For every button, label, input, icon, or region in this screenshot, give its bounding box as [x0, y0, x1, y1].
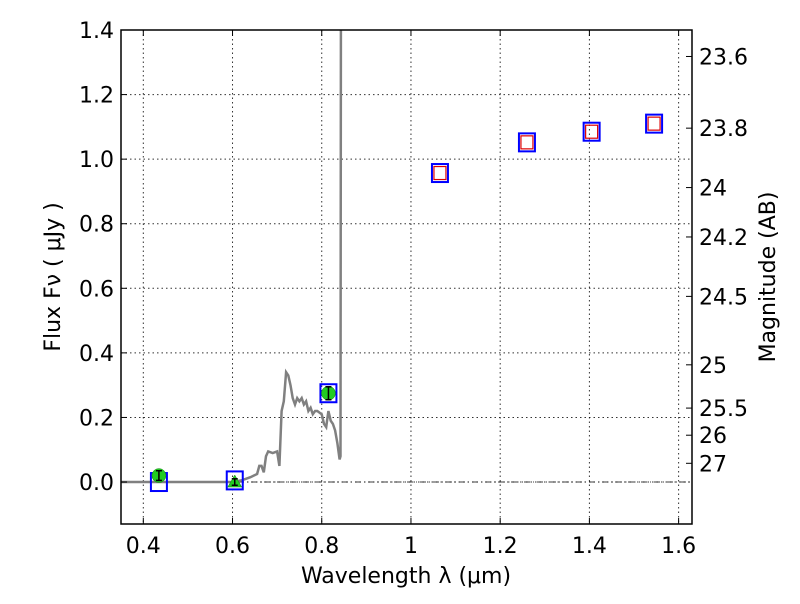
x-axis-label: Wavelength λ (μm) — [301, 564, 511, 589]
y2-axis-label: Magnitude (AB) — [756, 192, 781, 363]
x-tick-label: 1.4 — [572, 534, 607, 559]
model-photometry-point — [517, 132, 536, 153]
model-photometry-point — [430, 163, 449, 184]
axes: 0.4 0.6 0.8 1 1.2 1.4 1.6 0.0 0.2 0.4 0.6 0.8 1.0 1.2… — [79, 19, 748, 559]
y-axis-label: Flux Fν ( μJy ) — [41, 202, 66, 351]
y-tick-label: 1.4 — [79, 19, 114, 44]
predicted-point — [647, 116, 661, 131]
y-tick-label: 0.0 — [79, 471, 114, 496]
x-tick-label: 1 — [404, 534, 418, 559]
y-tick-label: 1.2 — [79, 84, 114, 109]
mag-tick-label: 26 — [699, 424, 727, 449]
mag-tick-label: 25 — [699, 354, 727, 379]
x-tick-label: 0.8 — [304, 534, 339, 559]
mag-tick-label: 23.6 — [699, 45, 748, 70]
model-photometry-point — [645, 113, 664, 134]
plot-frame — [120, 29, 693, 525]
predicted-point — [520, 135, 534, 150]
mag-tick-label: 24.2 — [699, 226, 748, 251]
model-photometry-point — [582, 121, 601, 142]
mag-tick-label: 24.5 — [699, 285, 748, 310]
mag-tick-label: 23.8 — [699, 117, 748, 142]
predicted-point — [585, 124, 599, 139]
model-photometry-point — [319, 383, 338, 404]
grid — [121, 29, 692, 524]
mag-tick-label: 25.5 — [699, 397, 748, 422]
y-tick-label: 0.4 — [79, 342, 114, 367]
model-photometry-point — [225, 470, 244, 491]
x-tick-label: 0.4 — [126, 534, 161, 559]
y-tick-label: 0.6 — [79, 277, 114, 302]
x-tick-label: 1.6 — [661, 534, 696, 559]
model-spectrum-line — [121, 30, 343, 484]
x-tick-label: 0.6 — [215, 534, 250, 559]
y-tick-label: 1.0 — [79, 148, 114, 173]
x-tick-label: 1.2 — [483, 534, 518, 559]
mag-tick-label: 24 — [699, 177, 727, 202]
predicted-point — [433, 165, 447, 181]
y-tick-label: 0.2 — [79, 406, 114, 431]
y-tick-label: 0.8 — [79, 213, 114, 238]
mag-tick-label: 27 — [699, 452, 727, 477]
plot-area — [121, 30, 692, 493]
